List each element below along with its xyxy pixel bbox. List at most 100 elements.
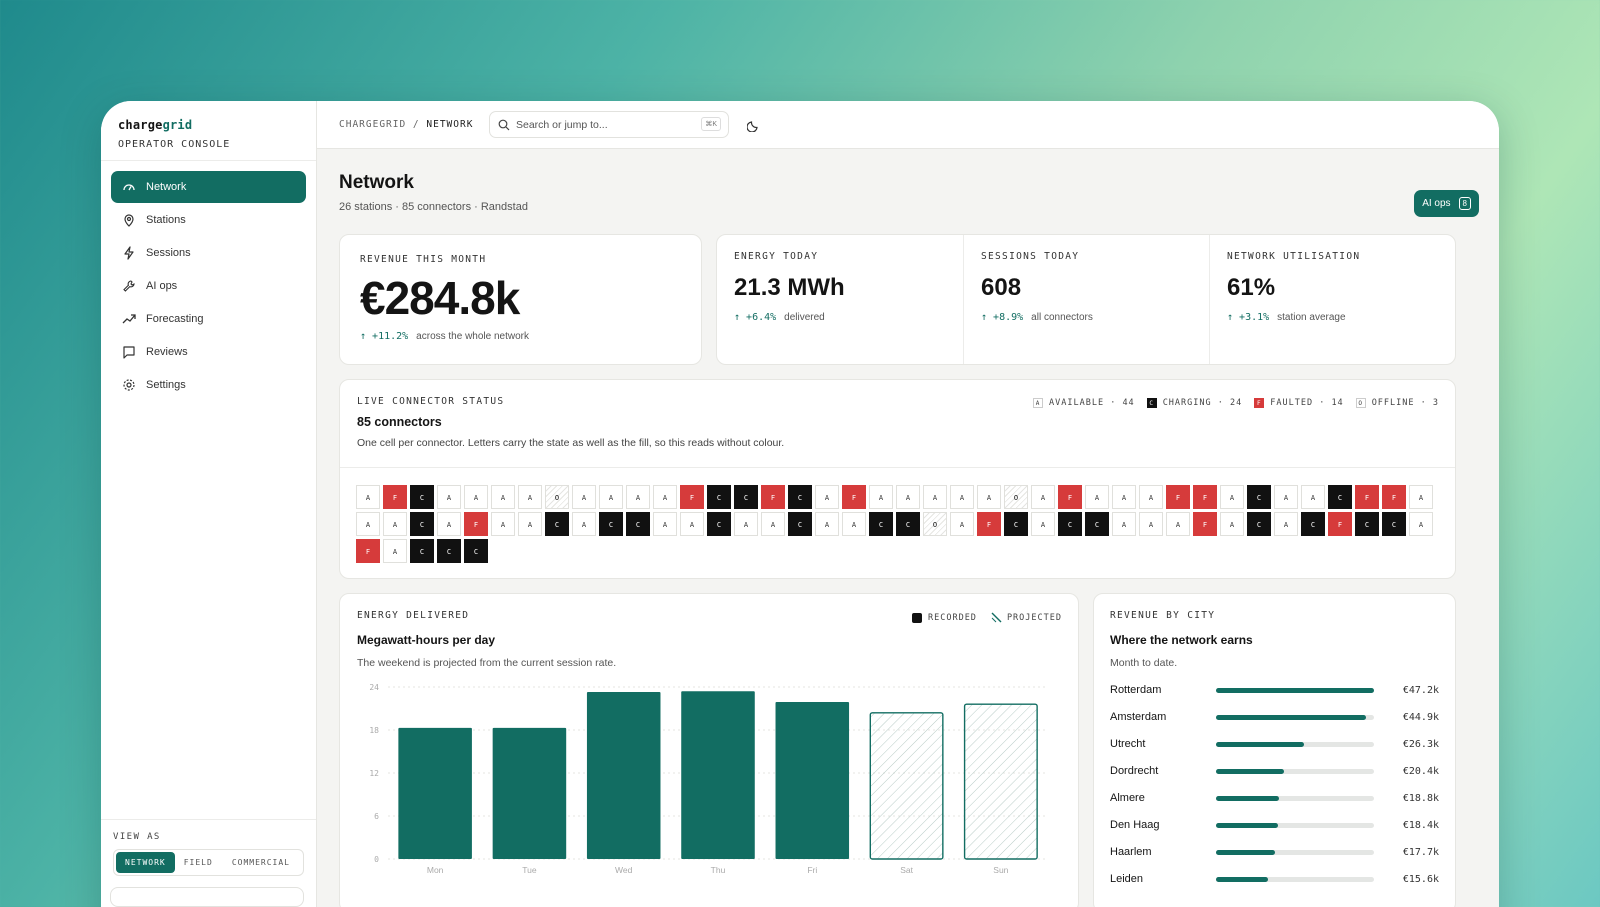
city-row[interactable]: Dordrecht €20.4k	[1110, 764, 1439, 778]
connector-cell[interactable]: C	[1301, 512, 1325, 536]
connector-cell[interactable]: A	[356, 512, 380, 536]
city-row[interactable]: Leiden €15.6k	[1110, 872, 1439, 886]
connector-cell[interactable]: A	[1301, 485, 1325, 509]
connector-cell[interactable]: A	[626, 485, 650, 509]
connector-cell[interactable]: C	[788, 512, 812, 536]
connector-cell[interactable]: C	[599, 512, 623, 536]
connector-cell[interactable]: C	[410, 539, 434, 563]
city-row[interactable]: Utrecht €26.3k	[1110, 737, 1439, 751]
connector-cell[interactable]: A	[572, 512, 596, 536]
connector-cell[interactable]: F	[383, 485, 407, 509]
connector-cell[interactable]: F	[761, 485, 785, 509]
connector-cell[interactable]: F	[1193, 512, 1217, 536]
connector-cell[interactable]: A	[1139, 485, 1163, 509]
connector-cell[interactable]: A	[950, 512, 974, 536]
connector-cell[interactable]: A	[1409, 512, 1433, 536]
connector-cell[interactable]: C	[410, 512, 434, 536]
connector-cell[interactable]: C	[545, 512, 569, 536]
sidebar-footer-control[interactable]	[110, 887, 304, 907]
sidebar-item-stations[interactable]: Stations	[111, 204, 306, 236]
connector-cell[interactable]: A	[869, 485, 893, 509]
connector-cell[interactable]: A	[437, 512, 461, 536]
connector-cell[interactable]: F	[977, 512, 1001, 536]
connector-cell[interactable]: A	[1409, 485, 1433, 509]
connector-cell[interactable]: A	[1112, 512, 1136, 536]
connector-cell[interactable]: F	[842, 485, 866, 509]
connector-cell[interactable]: C	[410, 485, 434, 509]
connector-cell[interactable]: F	[1355, 485, 1379, 509]
connector-cell[interactable]: C	[1328, 485, 1352, 509]
connector-cell[interactable]: C	[896, 512, 920, 536]
connector-cell[interactable]: C	[707, 512, 731, 536]
connector-cell[interactable]: F	[464, 512, 488, 536]
connector-cell[interactable]: F	[1328, 512, 1352, 536]
connector-cell[interactable]: C	[1004, 512, 1028, 536]
connector-cell[interactable]: A	[491, 512, 515, 536]
connector-cell[interactable]: A	[1031, 485, 1055, 509]
connector-cell[interactable]: C	[707, 485, 731, 509]
connector-cell[interactable]: C	[437, 539, 461, 563]
connector-cell[interactable]: A	[1112, 485, 1136, 509]
connector-cell[interactable]: F	[356, 539, 380, 563]
connector-cell[interactable]: A	[464, 485, 488, 509]
view-as-field[interactable]: FIELD	[183, 858, 213, 867]
connector-cell[interactable]: F	[680, 485, 704, 509]
city-row[interactable]: Den Haag €18.4k	[1110, 818, 1439, 832]
connector-cell[interactable]: A	[437, 485, 461, 509]
connector-cell[interactable]: A	[815, 512, 839, 536]
connector-cell[interactable]: A	[842, 512, 866, 536]
ai-ops-button[interactable]: AI ops 8	[1414, 190, 1479, 217]
connector-cell[interactable]: C	[464, 539, 488, 563]
connector-cell[interactable]: A	[1220, 512, 1244, 536]
city-row[interactable]: Amsterdam €44.9k	[1110, 710, 1439, 724]
connector-cell[interactable]: A	[518, 512, 542, 536]
connector-cell[interactable]: A	[1031, 512, 1055, 536]
connector-cell[interactable]: F	[1166, 485, 1190, 509]
connector-cell[interactable]: A	[1274, 485, 1298, 509]
connector-cell[interactable]: F	[1058, 485, 1082, 509]
sidebar-item-settings[interactable]: Settings	[111, 369, 306, 401]
connector-cell[interactable]: A	[977, 485, 1001, 509]
connector-cell[interactable]: A	[680, 512, 704, 536]
connector-cell[interactable]: A	[896, 485, 920, 509]
connector-cell[interactable]: A	[734, 512, 758, 536]
connector-cell[interactable]: A	[599, 485, 623, 509]
connector-cell[interactable]: C	[869, 512, 893, 536]
search-input[interactable]: Search or jump to... ⌘K	[489, 111, 729, 138]
connector-cell[interactable]: C	[788, 485, 812, 509]
sidebar-item-sessions[interactable]: Sessions	[111, 237, 306, 269]
connector-cell[interactable]: O	[1004, 485, 1028, 509]
connector-cell[interactable]: A	[1166, 512, 1190, 536]
connector-cell[interactable]: C	[1058, 512, 1082, 536]
view-as-network[interactable]: NETWORK	[116, 852, 175, 873]
connector-cell[interactable]: F	[1382, 485, 1406, 509]
sidebar-item-ai-ops[interactable]: AI ops	[111, 270, 306, 302]
connector-cell[interactable]: C	[626, 512, 650, 536]
connector-cell[interactable]: A	[950, 485, 974, 509]
connector-cell[interactable]: C	[734, 485, 758, 509]
connector-cell[interactable]: A	[383, 512, 407, 536]
crumb-root[interactable]: CHARGEGRID	[339, 119, 407, 130]
connector-cell[interactable]: A	[815, 485, 839, 509]
connector-cell[interactable]: A	[653, 485, 677, 509]
connector-cell[interactable]: A	[383, 539, 407, 563]
sidebar-item-forecasting[interactable]: Forecasting	[111, 303, 306, 335]
connector-cell[interactable]: A	[518, 485, 542, 509]
connector-cell[interactable]: C	[1355, 512, 1379, 536]
city-row[interactable]: Almere €18.8k	[1110, 791, 1439, 805]
city-row[interactable]: Rotterdam €47.2k	[1110, 683, 1439, 697]
connector-cell[interactable]: O	[545, 485, 569, 509]
sidebar-item-network[interactable]: Network	[111, 171, 306, 203]
connector-cell[interactable]: A	[491, 485, 515, 509]
connector-cell[interactable]: A	[356, 485, 380, 509]
sidebar-item-reviews[interactable]: Reviews	[111, 336, 306, 368]
connector-cell[interactable]: A	[1274, 512, 1298, 536]
connector-cell[interactable]: A	[761, 512, 785, 536]
connector-cell[interactable]: C	[1247, 512, 1271, 536]
connector-cell[interactable]: A	[1085, 485, 1109, 509]
connector-cell[interactable]: C	[1382, 512, 1406, 536]
connector-cell[interactable]: C	[1247, 485, 1271, 509]
view-as-commercial[interactable]: COMMERCIAL	[231, 858, 290, 867]
connector-cell[interactable]: A	[1139, 512, 1163, 536]
moon-icon[interactable]	[747, 118, 761, 132]
